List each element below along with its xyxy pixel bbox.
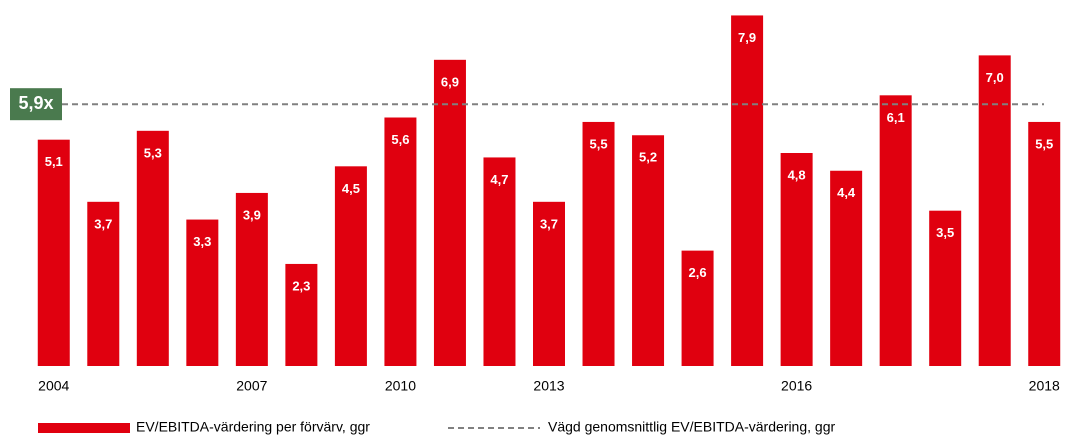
data-label: 5,5 [1035, 136, 1053, 151]
bar [483, 157, 516, 366]
bar [830, 170, 863, 366]
data-label: 4,7 [490, 172, 508, 187]
legend-label: EV/EBITDA-värdering per förvärv, ggr [136, 419, 370, 435]
data-label: 2,6 [689, 265, 707, 280]
bar [384, 117, 417, 366]
bar [433, 59, 466, 366]
x-tick-label: 2010 [385, 378, 416, 394]
data-label: 6,9 [441, 74, 459, 89]
bar [37, 139, 70, 366]
data-label: 5,2 [639, 150, 657, 165]
data-label: 5,3 [144, 145, 162, 160]
bar [929, 210, 962, 366]
bar [1028, 121, 1061, 366]
data-label: 4,5 [342, 181, 360, 196]
bar [632, 135, 665, 366]
data-label: 3,7 [94, 216, 112, 231]
bar [681, 250, 714, 366]
bar [879, 95, 912, 366]
data-label: 5,1 [45, 154, 63, 169]
data-label: 3,7 [540, 216, 558, 231]
x-tick-label: 2007 [236, 378, 267, 394]
data-label: 6,1 [887, 110, 905, 125]
legend-swatch [38, 423, 130, 433]
bar [285, 263, 318, 366]
data-label: 4,4 [837, 185, 856, 200]
bar [136, 130, 169, 366]
data-label: 5,5 [589, 136, 607, 151]
data-label: 3,9 [243, 207, 261, 222]
x-tick-label: 2016 [781, 378, 812, 394]
data-label: 2,3 [292, 278, 310, 293]
data-label: 3,5 [936, 225, 954, 240]
bar [334, 166, 367, 366]
data-label: 7,9 [738, 30, 756, 45]
bar [582, 121, 615, 366]
bar [87, 201, 120, 366]
bar [731, 15, 764, 366]
x-tick-label: 2013 [533, 378, 564, 394]
data-label: 7,0 [986, 70, 1004, 85]
legend-label: Vägd genomsnittlig EV/EBITDA-värdering, … [548, 419, 835, 435]
x-tick-label: 2004 [38, 378, 69, 394]
reference-label: 5,9x [18, 93, 53, 113]
data-label: 5,6 [391, 132, 409, 147]
bar [235, 192, 268, 366]
bar [780, 153, 813, 366]
reference-label-box [10, 88, 62, 121]
bar [978, 55, 1011, 366]
bar [533, 201, 565, 366]
data-label: 3,3 [193, 234, 211, 249]
x-tick-label: 2018 [1029, 378, 1060, 394]
data-label: 4,8 [788, 167, 806, 182]
bar [186, 219, 219, 366]
